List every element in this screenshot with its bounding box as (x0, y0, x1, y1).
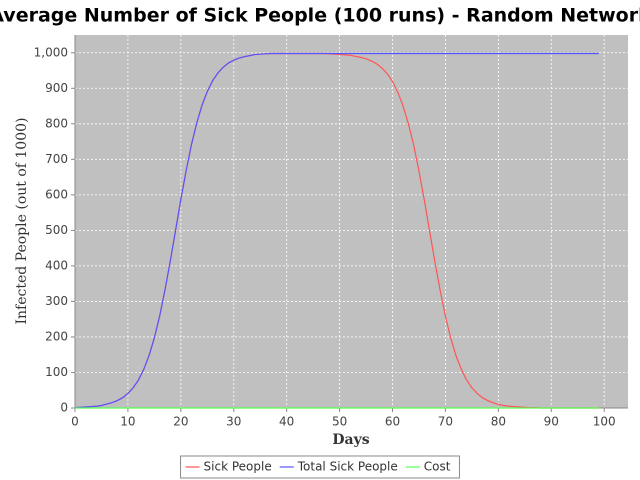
x-tick-label: 80 (491, 415, 506, 429)
y-tick-label: 900 (45, 81, 68, 95)
y-tick-label: 500 (45, 223, 68, 237)
y-tick-label: 800 (45, 116, 68, 130)
y-tick-label: 700 (45, 152, 68, 166)
y-tick-label: 0 (60, 401, 68, 415)
y-axis-label: Infected People (out of 1000) (14, 118, 30, 325)
y-tick-label: 400 (45, 258, 68, 272)
legend-label: Sick People (204, 460, 272, 474)
x-tick-label: 40 (279, 415, 294, 429)
x-tick-label: 30 (226, 415, 241, 429)
x-tick-label: 90 (544, 415, 559, 429)
x-tick-label: 100 (593, 415, 616, 429)
x-tick-label: 50 (332, 415, 347, 429)
legend-label: Cost (424, 460, 451, 474)
y-tick-label: 600 (45, 187, 68, 201)
plot-area (75, 35, 628, 408)
x-tick-label: 70 (438, 415, 453, 429)
x-tick-label: 10 (120, 415, 135, 429)
y-tick-label: 200 (45, 329, 68, 343)
x-tick-label: 20 (173, 415, 188, 429)
series-line (74, 52, 599, 409)
legend-box (180, 455, 460, 479)
x-tick-label: 60 (385, 415, 400, 429)
legend: Sick People Total Sick People Cost (180, 455, 460, 479)
x-axis-label: Days (332, 432, 369, 448)
x-tick-label: 0 (71, 415, 79, 429)
y-tick-label: 300 (45, 294, 68, 308)
chart-title: Average Number of Sick People (100 runs)… (0, 5, 640, 27)
y-tick-label: 100 (45, 365, 68, 379)
y-tick-label: 1,000 (34, 45, 68, 59)
legend-label: Total Sick People (297, 460, 398, 474)
